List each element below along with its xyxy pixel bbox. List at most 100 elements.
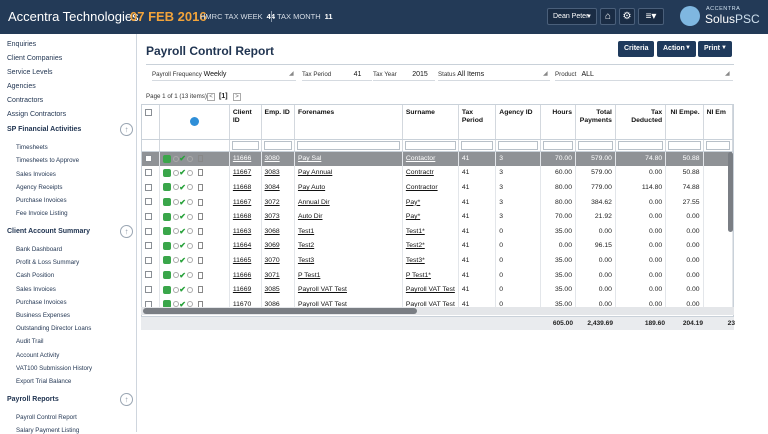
header-surname[interactable]: Surname (402, 105, 459, 140)
vertical-scrollbar[interactable] (728, 152, 733, 232)
check-icon[interactable]: ✔ (179, 182, 186, 192)
status-icon[interactable] (186, 272, 193, 279)
table-row[interactable]: ✔ 11667 3083 Pay Annual Contractr 41 3 60.00 579… (142, 165, 733, 181)
cell-link[interactable]: Contractor (405, 183, 438, 191)
cell-emp-id[interactable]: 3068 (261, 223, 295, 239)
payslip-icon[interactable] (163, 241, 172, 250)
sidebar-item-export-trial-balance[interactable]: Export Trial Balance (16, 378, 72, 385)
cell-link[interactable]: 11667 (232, 198, 252, 206)
cell-link[interactable]: Contactor (405, 155, 436, 163)
payslip-icon[interactable] (163, 271, 172, 280)
filter-frequency[interactable]: Payroll Frequency Weekly (152, 71, 226, 78)
sidebar-item-business-expenses[interactable]: Business Expenses (16, 312, 70, 319)
lock-icon[interactable] (173, 286, 180, 293)
cell-link[interactable]: 11669 (232, 286, 252, 294)
sidebar-item-payroll-control-report[interactable]: Payroll Control Report (16, 414, 77, 421)
check-icon[interactable]: ✔ (179, 299, 186, 309)
cell-link[interactable]: 11668 (232, 183, 252, 191)
section-payroll-reports[interactable]: Payroll Reports (7, 396, 59, 403)
document-icon[interactable] (197, 183, 203, 191)
section-sp-financial[interactable]: SP Financial Activities (7, 126, 82, 133)
table-row[interactable]: ✔ 11663 3068 Test1 Test1* 41 0 35.00 0.00 0.00 0.0… (142, 223, 733, 239)
cell-client-id[interactable]: 11664 (229, 238, 262, 254)
header-ni-empe[interactable]: NI Empe. (665, 105, 704, 140)
cell-link[interactable]: 3073 (264, 213, 280, 221)
row-checkbox[interactable] (145, 213, 152, 221)
cell-emp-id[interactable]: 3080 (261, 151, 295, 166)
cell-surname[interactable]: Test2* (402, 238, 459, 254)
cell-link[interactable]: Payroll VAT Test (297, 286, 347, 294)
cell-forenames[interactable]: Test2 (294, 238, 403, 254)
sidebar-item-agency-receipts[interactable]: Agency Receipts (16, 184, 63, 191)
header-total-payments[interactable]: Total Payments (575, 105, 616, 140)
cell-forenames[interactable]: Auto Dir (294, 209, 403, 224)
status-icon[interactable] (186, 228, 193, 235)
current-page[interactable]: [1] (219, 93, 228, 100)
table-row[interactable]: ✔ 11665 3070 Test3 Test3* 41 0 35.00 0.00 0.00 0.0… (142, 253, 733, 268)
cell-link[interactable]: Test2* (405, 242, 425, 250)
status-icon[interactable] (186, 213, 193, 220)
cell-link[interactable]: Test1* (405, 227, 425, 235)
sidebar-item-sales-invoices-2[interactable]: Sales Invoices (16, 286, 56, 293)
prev-page-button[interactable]: < (207, 93, 215, 101)
column-filter-input[interactable] (460, 140, 494, 150)
sidebar-item-vat100-history[interactable]: VAT100 Submission History (16, 365, 93, 372)
payslip-icon[interactable] (163, 256, 172, 265)
cell-client-id[interactable]: 11667 (229, 194, 262, 210)
document-icon[interactable] (197, 242, 203, 250)
document-icon[interactable] (197, 256, 203, 264)
horizontal-scrollbar[interactable] (141, 307, 734, 315)
cell-link[interactable]: 3086 (264, 300, 280, 308)
cell-forenames[interactable]: Pay Sal (294, 151, 403, 166)
cell-link[interactable]: Test2 (297, 242, 315, 250)
cell-emp-id[interactable]: 3083 (261, 165, 295, 181)
lock-icon[interactable] (173, 199, 180, 206)
cell-link[interactable]: Contractr (405, 169, 434, 177)
payslip-icon[interactable] (163, 285, 172, 294)
sidebar-item-salary-payment-listing[interactable]: Salary Payment Listing (16, 427, 80, 434)
cell-link[interactable]: 3083 (264, 169, 280, 177)
column-filter-input[interactable] (263, 140, 292, 150)
row-checkbox[interactable] (145, 242, 152, 250)
header-emp-id[interactable]: Emp. ID (261, 105, 295, 140)
cell-link[interactable]: Pay* (405, 213, 421, 221)
cell-link[interactable]: 11667 (232, 169, 252, 177)
document-icon[interactable] (197, 286, 203, 294)
table-row[interactable]: ✔ 11666 3071 P Test1 P Test1* 41 0 35.00 0.00 0.0… (142, 267, 733, 283)
check-icon[interactable]: ✔ (179, 154, 186, 164)
cell-link[interactable]: Payroll VAT Test (405, 300, 455, 308)
scroll-thumb[interactable] (143, 308, 417, 314)
cell-link[interactable]: Pay Sal (297, 155, 322, 163)
column-filter-input[interactable] (498, 140, 538, 150)
sidebar-item-account-activity[interactable]: Account Activity (16, 352, 60, 359)
next-page-button[interactable]: > (233, 93, 241, 101)
cell-surname[interactable]: Contractr (402, 165, 459, 181)
payslip-icon[interactable] (163, 198, 172, 207)
header-tax-period[interactable]: Tax Period (458, 105, 497, 140)
lock-icon[interactable] (173, 213, 180, 220)
column-filter-input[interactable] (668, 140, 701, 150)
table-row[interactable]: ✔ 11668 3084 Pay Auto Contractor 41 3 80.00 779.… (142, 180, 733, 195)
cell-link[interactable]: Pay* (405, 198, 421, 206)
cell-forenames[interactable]: Pay Annual (294, 165, 403, 181)
cell-forenames[interactable]: Pay Auto (294, 180, 403, 195)
cell-emp-id[interactable]: 3069 (261, 238, 295, 254)
sidebar-item-agencies[interactable]: Agencies (7, 83, 36, 90)
row-checkbox[interactable] (145, 183, 152, 191)
document-icon[interactable] (197, 169, 203, 177)
collapse-icon[interactable]: ↑ (120, 393, 133, 406)
sidebar-item-purchase-invoices[interactable]: Purchase Invoices (16, 197, 67, 204)
table-row[interactable]: ✔ 11669 3085 Payroll VAT Test Payroll VAT Te… (142, 282, 733, 297)
sidebar-item-purchase-invoices-2[interactable]: Purchase Invoices (16, 299, 67, 306)
row-checkbox[interactable] (145, 169, 152, 177)
check-icon[interactable]: ✔ (179, 212, 186, 222)
cell-link[interactable]: Payroll VAT Test (405, 286, 455, 294)
criteria-button[interactable]: Criteria (618, 41, 654, 57)
cell-forenames[interactable]: Annual Dir (294, 194, 403, 210)
column-filter-input[interactable] (705, 140, 730, 150)
cell-link[interactable]: Payroll VAT Test (297, 300, 347, 308)
cell-link[interactable]: 3085 (264, 286, 280, 294)
document-icon[interactable] (197, 271, 203, 279)
sidebar-item-timesheets[interactable]: Timesheets (16, 144, 48, 151)
table-row[interactable]: ✔ 11664 3069 Test2 Test2* 41 0 0.00 96.15 0.00 0.0… (142, 238, 733, 254)
